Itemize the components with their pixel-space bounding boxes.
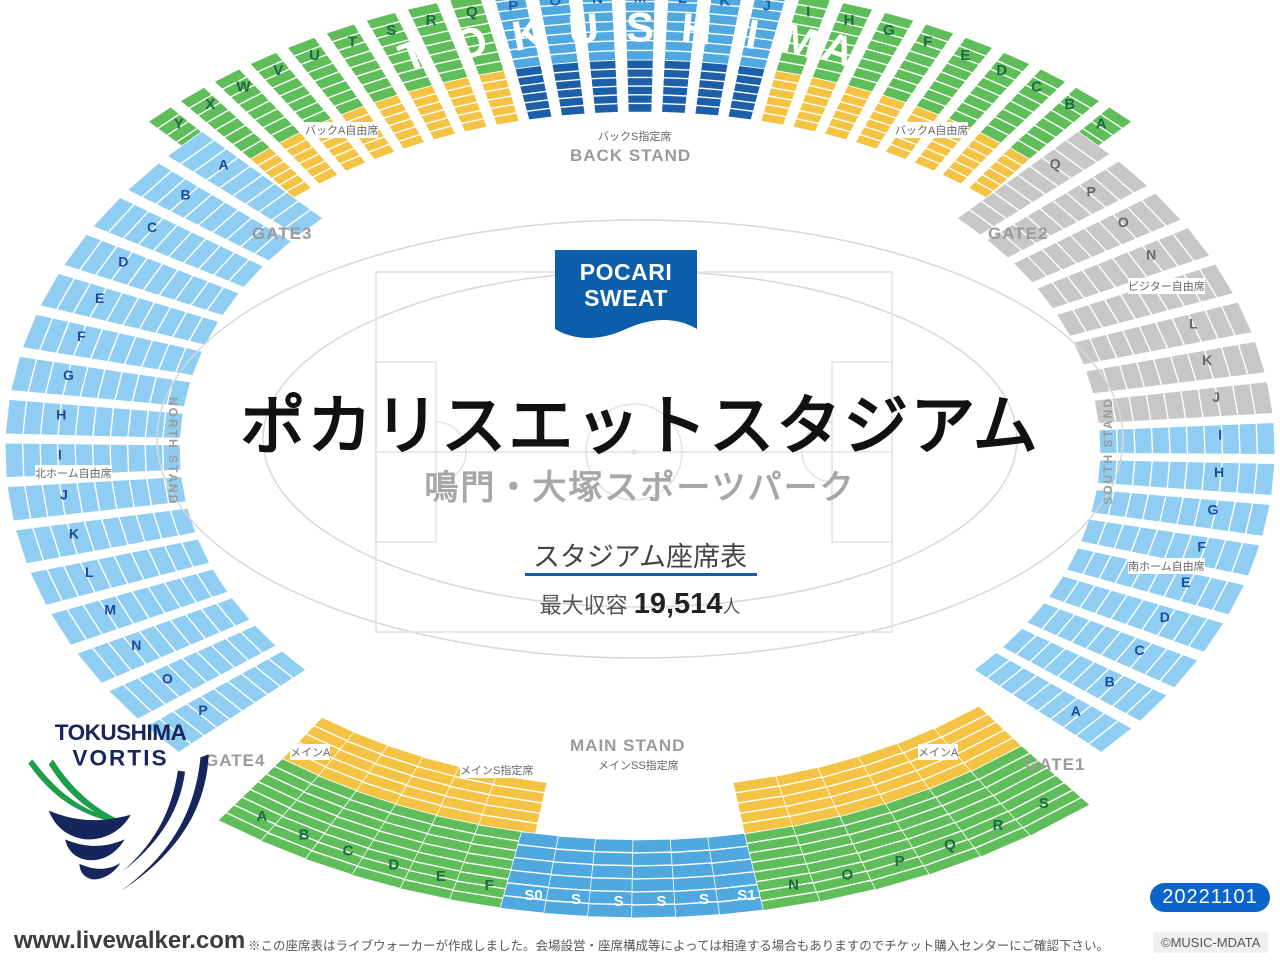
svg-text:W: W <box>236 78 251 95</box>
svg-text:S1: S1 <box>737 887 755 904</box>
svg-text:C: C <box>1031 78 1042 95</box>
svg-text:V: V <box>273 62 283 79</box>
svg-text:E: E <box>95 290 104 306</box>
svg-text:S: S <box>614 893 624 910</box>
svg-text:C: C <box>1134 642 1144 658</box>
svg-text:P: P <box>198 702 207 718</box>
svg-text:S: S <box>699 891 709 908</box>
svg-text:S: S <box>626 4 654 51</box>
svg-text:C: C <box>147 219 157 235</box>
svg-text:S: S <box>571 891 581 908</box>
svg-text:C: C <box>343 843 354 860</box>
svg-text:N: N <box>788 877 799 894</box>
svg-text:Q: Q <box>944 836 956 853</box>
svg-text:B: B <box>181 186 191 202</box>
svg-text:F: F <box>923 34 932 51</box>
svg-text:N: N <box>1146 246 1156 262</box>
svg-text:B: B <box>299 827 310 844</box>
svg-text:P: P <box>1087 184 1096 200</box>
svg-text:H: H <box>679 4 713 54</box>
svg-text:O: O <box>841 866 853 883</box>
svg-text:O: O <box>549 0 561 10</box>
svg-text:E: E <box>960 47 970 64</box>
svg-text:P: P <box>895 853 905 870</box>
svg-text:S: S <box>1039 795 1049 812</box>
svg-text:L: L <box>1189 316 1198 332</box>
svg-text:O: O <box>1118 214 1129 230</box>
svg-text:A: A <box>219 156 229 172</box>
svg-text:A: A <box>1071 703 1081 719</box>
svg-text:J: J <box>763 0 771 14</box>
svg-text:A: A <box>1096 116 1107 133</box>
svg-text:F: F <box>77 328 86 344</box>
svg-text:Y: Y <box>174 116 184 133</box>
svg-text:S: S <box>386 22 396 39</box>
svg-text:M: M <box>777 14 823 68</box>
svg-text:G: G <box>883 22 895 39</box>
svg-text:S0: S0 <box>524 887 542 904</box>
svg-text:U: U <box>309 47 320 64</box>
svg-text:Q: Q <box>1050 156 1061 172</box>
svg-text:D: D <box>388 857 399 874</box>
svg-text:R: R <box>426 12 437 29</box>
svg-text:N: N <box>131 637 141 653</box>
svg-text:E: E <box>436 868 446 885</box>
svg-text:R: R <box>993 817 1004 834</box>
svg-text:U: U <box>566 4 600 54</box>
svg-text:D: D <box>118 254 128 270</box>
svg-text:A: A <box>256 808 267 825</box>
svg-text:VORTIS: VORTIS <box>72 746 168 771</box>
svg-text:K: K <box>1202 352 1212 368</box>
svg-text:TOKUSHIMA: TOKUSHIMA <box>55 720 187 745</box>
svg-text:B: B <box>1064 96 1075 113</box>
svg-text:S: S <box>656 893 666 910</box>
svg-text:A: A <box>817 22 861 76</box>
svg-text:T: T <box>348 34 357 51</box>
svg-text:D: D <box>996 62 1007 79</box>
svg-text:O: O <box>162 671 173 687</box>
svg-text:K: K <box>719 0 730 10</box>
svg-text:X: X <box>205 96 215 113</box>
svg-text:B: B <box>1105 674 1115 690</box>
svg-text:F: F <box>485 877 494 894</box>
